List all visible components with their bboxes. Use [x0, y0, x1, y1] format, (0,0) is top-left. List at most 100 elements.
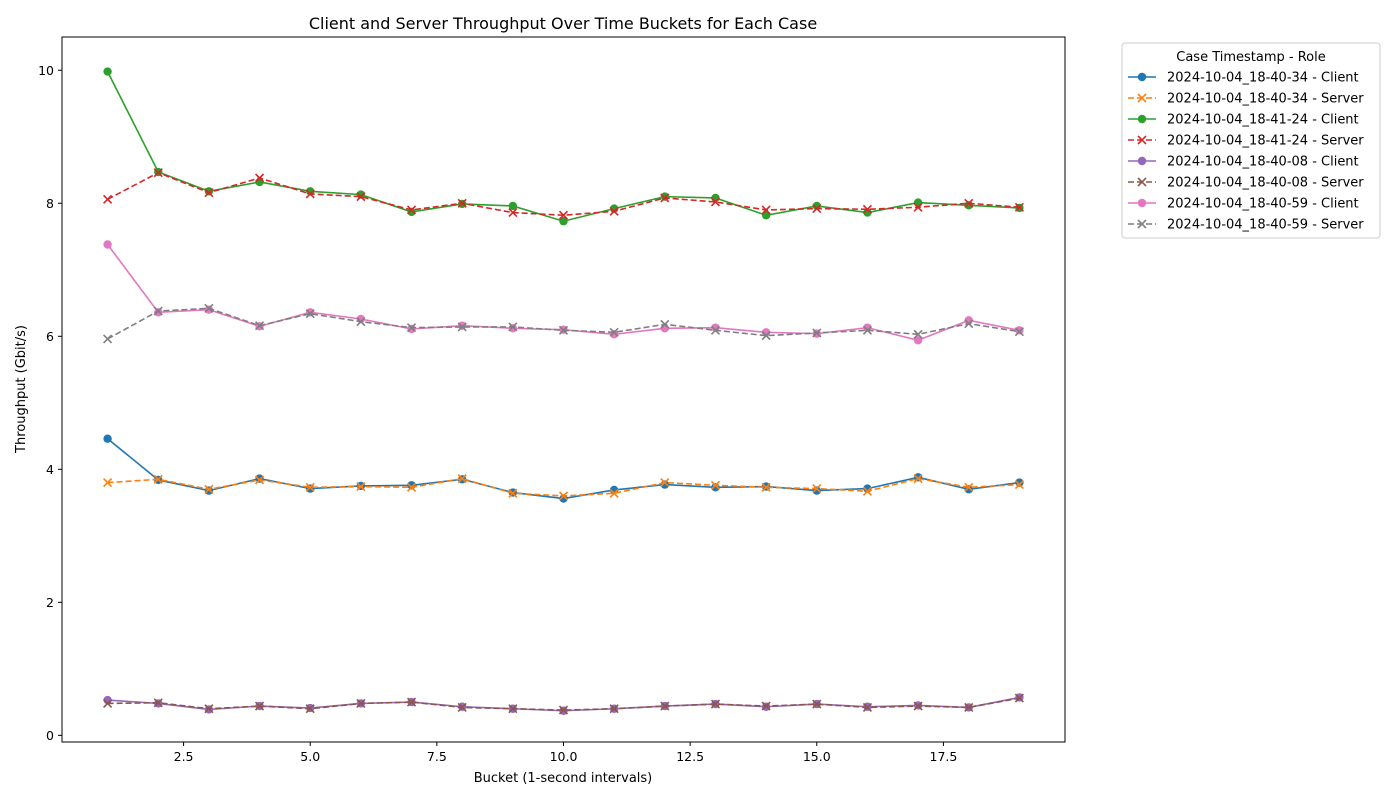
data-point: [153, 306, 163, 316]
data-point: [204, 305, 214, 314]
data-point: [862, 204, 873, 214]
data-point: [255, 474, 264, 483]
data-point: [508, 704, 518, 714]
data-point: [407, 324, 416, 334]
data-point: [508, 208, 518, 218]
legend-items: 2024-10-04_18-40-34 - Client 2024-10-04_1…: [1128, 71, 1364, 233]
data-point: [103, 434, 112, 443]
data-point: [457, 322, 467, 332]
data-point: [660, 478, 670, 488]
data-point: [153, 474, 163, 484]
data-point: [305, 189, 315, 199]
series-2024-10-04-18-40-34-client: [103, 434, 1024, 503]
legend-label: 2024-10-04_18-40-08 - Client: [1167, 155, 1359, 170]
legend-marker: [1137, 156, 1147, 166]
data-point: [254, 475, 265, 485]
y-tick-label: 8: [46, 196, 54, 211]
legend-item: 2024-10-04_18-41-24 - Client: [1128, 113, 1359, 128]
legend-item: 2024-10-04_18-40-08 - Server: [1128, 176, 1364, 191]
data-point: [812, 484, 822, 494]
data-point: [862, 486, 873, 496]
data-point: [812, 204, 822, 214]
legend-item: 2024-10-04_18-41-24 - Server: [1128, 134, 1364, 149]
data-point: [103, 194, 113, 204]
legend-label: 2024-10-04_18-40-08 - Server: [1167, 176, 1364, 191]
series-2024-10-04-18-40-08-client: [103, 693, 1024, 715]
y-axis-title: Throughput (Gbit/s): [14, 325, 29, 454]
legend-marker: [1137, 219, 1147, 229]
data-point: [862, 325, 873, 335]
data-point: [204, 704, 214, 714]
data-point: [356, 317, 366, 327]
data-point: [508, 488, 518, 498]
data-point: [204, 187, 214, 196]
legend-label: 2024-10-04_18-40-59 - Client: [1167, 197, 1359, 212]
legend-item: 2024-10-04_18-40-08 - Client: [1128, 155, 1359, 170]
data-point: [356, 482, 366, 492]
legend-label: 2024-10-04_18-40-59 - Server: [1167, 218, 1364, 233]
data-point: [812, 328, 822, 338]
data-point: [204, 486, 214, 495]
data-point: [204, 188, 214, 198]
data-point: [508, 201, 518, 211]
data-point: [964, 319, 974, 329]
data-point: [103, 240, 112, 249]
data-point: [457, 321, 467, 330]
series-2024-10-04-18-40-59-server: [103, 303, 1024, 344]
data-point: [103, 334, 113, 344]
data-point: [457, 474, 467, 484]
data-point: [254, 321, 265, 331]
data-point: [710, 325, 721, 335]
data-point: [305, 309, 315, 319]
data-point: [660, 319, 670, 329]
legend-marker: [1137, 135, 1147, 145]
y-tick-label: 4: [46, 462, 54, 477]
data-point: [406, 323, 417, 333]
legend-label: 2024-10-04_18-41-24 - Client: [1167, 113, 1359, 128]
data-point: [1014, 202, 1024, 212]
data-point: [660, 701, 670, 711]
x-tick-label: 5.0: [300, 749, 320, 764]
data-point: [609, 327, 619, 337]
series-line: [106, 71, 1020, 223]
legend-item: 2024-10-04_18-40-59 - Server: [1128, 218, 1364, 233]
data-point: [558, 210, 569, 220]
data-point: [558, 491, 569, 501]
data-point: [305, 482, 315, 492]
data-point: [508, 322, 518, 332]
data-point: [913, 336, 923, 345]
data-point: [153, 168, 163, 178]
series-2024-10-04-18-41-24-client: [103, 67, 1024, 226]
data-point: [862, 702, 873, 712]
data-point: [609, 488, 619, 498]
data-point: [964, 702, 974, 712]
data-point: [761, 205, 771, 215]
data-point: [913, 202, 923, 212]
legend: Case Timestamp - Role 2024-10-04_18-40-3…: [1121, 42, 1381, 239]
x-tick-label: 2.5: [174, 749, 194, 764]
data-point: [103, 698, 113, 708]
legend-label: 2024-10-04_18-40-34 - Client: [1167, 71, 1359, 86]
chart-title: Client and Server Throughput Over Time B…: [309, 14, 817, 33]
legend-item: 2024-10-04_18-40-59 - Client: [1128, 197, 1359, 212]
data-point: [913, 329, 923, 339]
data-point: [964, 482, 974, 492]
plot-area: [103, 67, 1024, 715]
data-point: [254, 701, 265, 711]
data-point: [812, 699, 822, 709]
series-2024-10-04-18-40-59-client: [103, 240, 1024, 345]
y-tick-label: 2: [46, 595, 54, 610]
series-2024-10-04-18-40-34-server: [103, 474, 1024, 501]
series-2024-10-04-18-40-08-server: [103, 693, 1024, 715]
legend-item: 2024-10-04_18-40-34 - Server: [1128, 92, 1364, 107]
data-point: [508, 324, 518, 333]
data-point: [660, 192, 670, 201]
data-point: [558, 325, 569, 335]
x-tick-label: 15.0: [803, 749, 831, 764]
legend-frame: [1121, 42, 1381, 239]
data-point: [204, 303, 214, 313]
legend-label: 2024-10-04_18-40-34 - Server: [1167, 92, 1364, 107]
y-axis: 0 2 4 6 8 10: [38, 63, 62, 743]
legend-marker: [1137, 72, 1147, 82]
